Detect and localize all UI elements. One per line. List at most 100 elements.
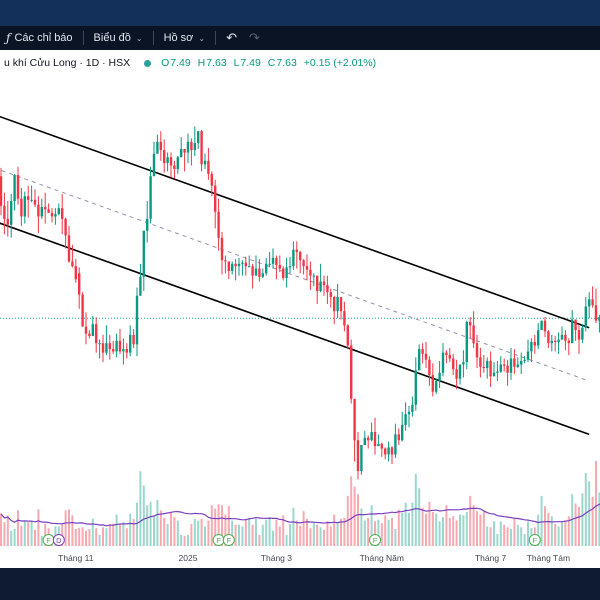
volume-bar <box>567 516 570 546</box>
candle-body <box>299 251 302 261</box>
volume-bar <box>255 518 257 546</box>
volume-bar <box>173 517 176 546</box>
volume-ma-line <box>0 503 600 527</box>
profile-menu-button[interactable]: Hồ sơ ⌄ <box>158 26 212 50</box>
candle-body <box>33 199 37 205</box>
candle-body <box>360 445 363 472</box>
symbol-title[interactable]: u khí Cửu Long · 1D · HSX <box>4 57 131 69</box>
candle-body <box>163 150 166 164</box>
volume-bar <box>584 472 587 546</box>
candle-body <box>533 341 536 346</box>
volume-bar <box>506 527 509 546</box>
volume-bar <box>302 511 305 546</box>
candle-body <box>258 268 261 277</box>
volume-bar <box>285 534 288 546</box>
volume-bar <box>78 528 81 546</box>
volume-bar <box>88 529 91 546</box>
chart-area[interactable]: F D F F F F Tháng 11 2025 Tháng 3 Tháng Năm Tháng … <box>0 50 600 568</box>
candle-body <box>244 262 247 267</box>
volume-bar <box>187 534 189 546</box>
volume-bar <box>428 501 431 546</box>
candle-body <box>554 340 557 342</box>
volume-bar <box>299 525 302 546</box>
candle-body <box>598 317 600 321</box>
volume-bar <box>149 501 152 546</box>
candle-body <box>105 343 108 353</box>
candle-body <box>584 306 587 328</box>
candle-body <box>271 257 275 264</box>
candle-body <box>186 141 190 153</box>
volume-bar <box>207 520 210 546</box>
volume-bar <box>316 524 319 546</box>
candle-body <box>339 296 343 312</box>
candle-body <box>312 275 315 277</box>
volume-bar <box>13 529 16 546</box>
candle-body <box>390 447 394 455</box>
volume-bar <box>6 515 9 546</box>
volume-bar <box>554 523 557 546</box>
volume-bar <box>163 517 166 546</box>
volume-bar <box>442 517 444 546</box>
candle-body <box>50 212 54 217</box>
volume-bar <box>360 508 363 546</box>
candle-body <box>475 343 479 358</box>
symbol-legend: u khí Cửu Long · 1D · HSX O7.49 H7.63 L7… <box>4 57 376 69</box>
volume-bar <box>241 526 244 546</box>
candle-body <box>44 206 47 210</box>
candle-body <box>322 281 326 286</box>
candle-body <box>57 208 60 215</box>
indicators-button[interactable]: ƒ Các chỉ báo <box>0 26 79 50</box>
channel-upper-line[interactable] <box>0 115 590 329</box>
market-status-dot-icon <box>144 59 152 67</box>
volume-bar <box>231 520 234 546</box>
earnings-event-icon[interactable] <box>528 534 541 546</box>
candle-body <box>159 141 162 151</box>
volume-bar <box>472 505 475 546</box>
candle-body <box>108 343 111 350</box>
candle-body <box>336 296 339 312</box>
volume-bar <box>329 526 332 546</box>
channel-lower-line[interactable] <box>0 221 590 436</box>
volume-bar <box>431 512 434 546</box>
volume-bar <box>493 521 495 546</box>
candle-body <box>180 148 183 158</box>
candle-body <box>380 443 383 449</box>
top-band <box>0 0 600 26</box>
candle-body <box>47 209 50 213</box>
candle-body <box>387 447 390 455</box>
candle-body <box>156 141 159 154</box>
volume-bar <box>289 523 291 546</box>
volume-bar <box>476 511 478 546</box>
earnings-event-icon[interactable] <box>369 534 381 546</box>
candle-body <box>377 443 380 447</box>
candle-body <box>594 305 598 321</box>
candle-body <box>452 358 455 370</box>
channel-middle-line[interactable] <box>0 168 590 382</box>
chart-menu-button[interactable]: Biểu đồ ⌄ <box>88 26 149 50</box>
candle-body <box>146 218 149 231</box>
candle-body <box>10 201 13 225</box>
candle-body <box>557 339 560 342</box>
volume-bar <box>340 518 342 546</box>
dividend-event-icon[interactable] <box>52 534 65 546</box>
close-key: C <box>267 57 276 69</box>
candle-body <box>309 269 312 276</box>
redo-button[interactable]: ↷ <box>243 26 266 50</box>
candle-body <box>503 364 506 366</box>
volume-bar <box>333 514 336 546</box>
close-value: 7.63 <box>276 57 297 69</box>
volume-bar <box>326 521 329 546</box>
candle-body <box>384 448 387 455</box>
toolbar-divider <box>152 31 154 45</box>
volume-bar <box>166 523 169 546</box>
candle-body <box>526 351 530 360</box>
x-axis-label: Tháng 3 <box>261 553 292 563</box>
earnings-event-icon[interactable] <box>222 534 235 546</box>
undo-button[interactable]: ↶ <box>220 26 243 50</box>
volume-bar <box>527 521 529 546</box>
candle-body <box>404 414 407 425</box>
volume-bar <box>489 527 492 546</box>
candle-body <box>363 437 366 445</box>
candle-body <box>588 299 591 307</box>
